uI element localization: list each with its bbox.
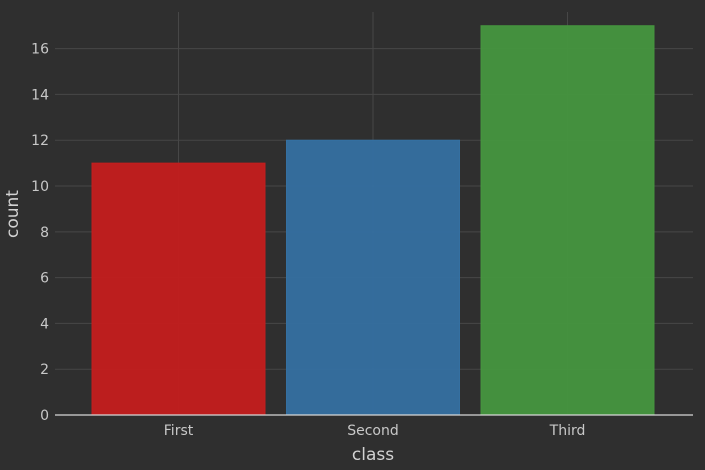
- x-tick-label: Second: [347, 423, 399, 439]
- y-tick-label: 10: [31, 179, 49, 195]
- y-tick-label: 4: [40, 316, 49, 332]
- bar-first: [91, 162, 266, 416]
- y-tick-label: 14: [31, 87, 49, 103]
- y-tick-label: 6: [40, 271, 49, 287]
- y-tick-label: 16: [31, 42, 49, 58]
- y-tick-label: 2: [40, 362, 49, 378]
- y-axis-title: count: [3, 190, 23, 238]
- y-tick-label: 8: [40, 225, 49, 241]
- bar-second: [286, 139, 460, 416]
- bar-third: [480, 25, 655, 416]
- bar-layer: [91, 25, 655, 416]
- y-tick-label: 12: [31, 133, 49, 149]
- x-tick-label: Third: [549, 423, 586, 439]
- x-tick-label: First: [164, 423, 194, 439]
- y-tick-label: 0: [40, 408, 49, 424]
- x-axis-title: class: [352, 445, 394, 465]
- axis-layer: 0 2 4 6 8 10 12 14 16 First Second Third: [31, 42, 693, 439]
